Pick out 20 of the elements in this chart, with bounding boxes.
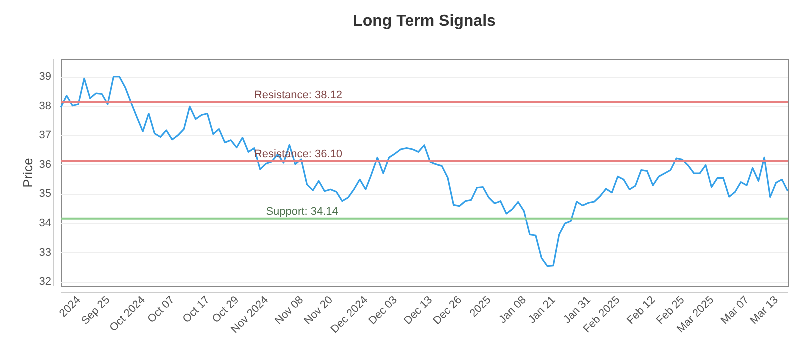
y-tick-label: 33 <box>39 246 52 259</box>
x-tick-label: Jan 21 <box>526 294 558 326</box>
y-tick-label: 35 <box>39 188 52 200</box>
x-tick-label: Oct 17 <box>180 294 212 326</box>
y-axis-title: Price <box>20 158 36 188</box>
y-tick-label: 38 <box>39 100 52 112</box>
chart-title: Long Term Signals <box>353 13 496 30</box>
x-tick-label: Jan 08 <box>497 294 529 326</box>
y-tick-label: 39 <box>39 71 52 84</box>
ref-line-label: Support: 34.14 <box>266 206 338 218</box>
x-tick-label: Dec 03 <box>366 294 400 328</box>
y-tick-label: 37 <box>39 130 52 142</box>
line-series <box>60 76 789 268</box>
x-tick-label: Mar 13 <box>748 294 782 327</box>
x-tick-label: Oct 07 <box>146 294 178 326</box>
x-tick-label: Dec 26 <box>431 294 464 328</box>
ref-line-label: Resistance: 38.12 <box>254 89 343 102</box>
y-tick-label: 34 <box>39 218 52 230</box>
y-tick-label: 36 <box>39 158 52 171</box>
y-tick-label: 32 <box>39 276 52 288</box>
